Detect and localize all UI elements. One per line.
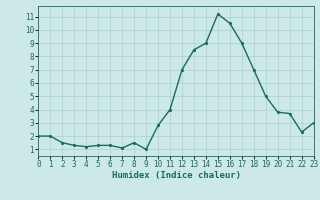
X-axis label: Humidex (Indice chaleur): Humidex (Indice chaleur) bbox=[111, 171, 241, 180]
